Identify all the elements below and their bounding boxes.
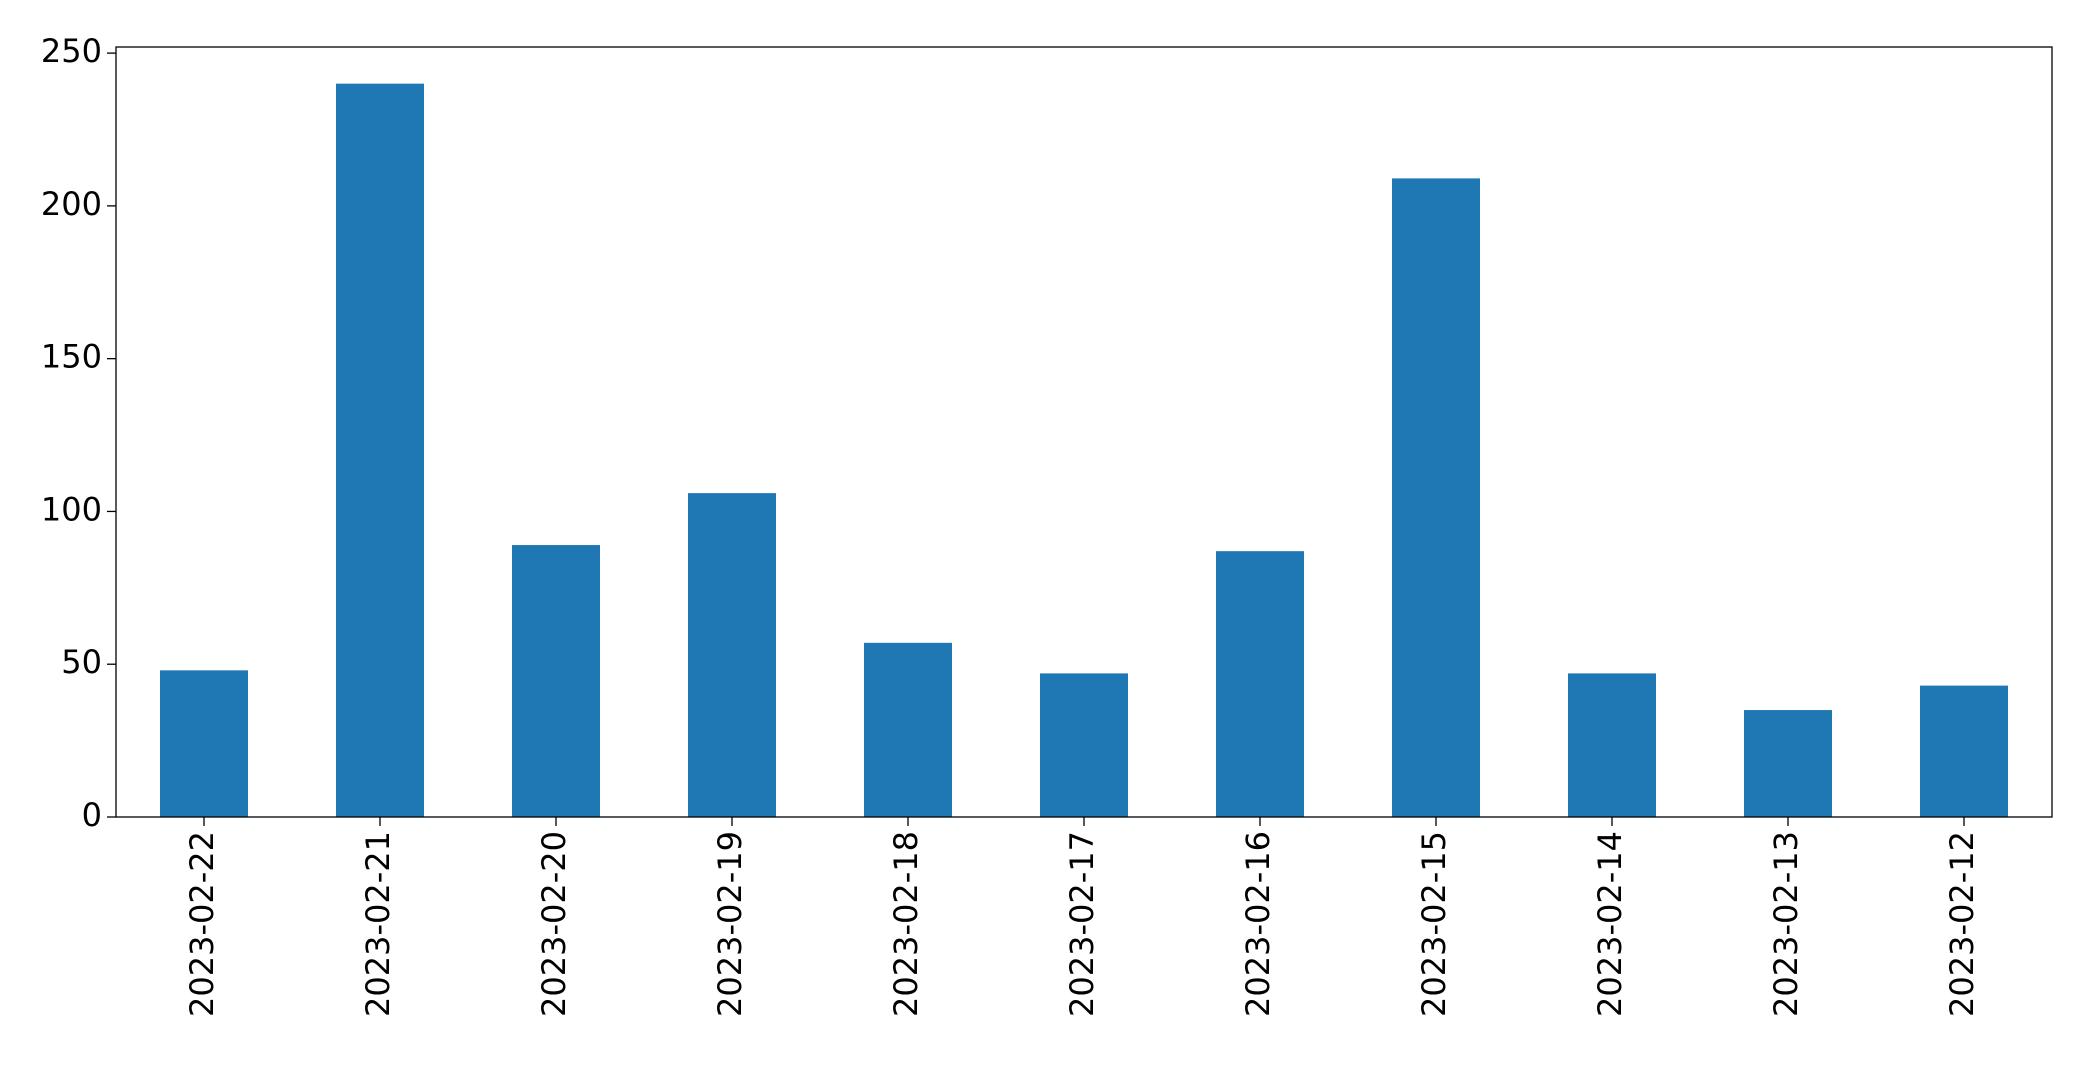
- y-tick-label: 0: [82, 796, 102, 834]
- bar: [1744, 710, 1832, 817]
- bar: [160, 670, 248, 817]
- plot-frame: [115, 46, 2053, 818]
- x-tick-label: 2023-02-14: [1591, 831, 1629, 1017]
- bar: [1392, 178, 1480, 817]
- x-tick-label: 2023-02-20: [535, 831, 573, 1017]
- bar: [1920, 685, 2008, 817]
- bar: [864, 642, 952, 817]
- x-tick-label: 2023-02-18: [887, 831, 925, 1017]
- x-tick-label: 2023-02-21: [359, 831, 397, 1017]
- bar: [1568, 673, 1656, 817]
- x-tick-label: 2023-02-13: [1767, 831, 1805, 1017]
- bar: [1216, 551, 1304, 817]
- bar: [512, 545, 600, 817]
- x-tick-label: 2023-02-22: [183, 831, 221, 1017]
- y-tick-label: 50: [61, 643, 102, 681]
- x-tick-label: 2023-02-12: [1943, 831, 1981, 1017]
- y-tick-label: 150: [41, 338, 102, 376]
- y-tick-label: 250: [41, 32, 102, 70]
- x-tick-label: 2023-02-17: [1063, 831, 1101, 1017]
- bar: [1040, 673, 1128, 817]
- x-tick-label: 2023-02-19: [711, 831, 749, 1017]
- x-tick-label: 2023-02-15: [1415, 831, 1453, 1017]
- x-tick-label: 2023-02-16: [1239, 831, 1277, 1017]
- bar: [688, 493, 776, 817]
- bar: [336, 83, 424, 817]
- y-tick-label: 100: [41, 490, 102, 528]
- y-tick-label: 200: [41, 185, 102, 223]
